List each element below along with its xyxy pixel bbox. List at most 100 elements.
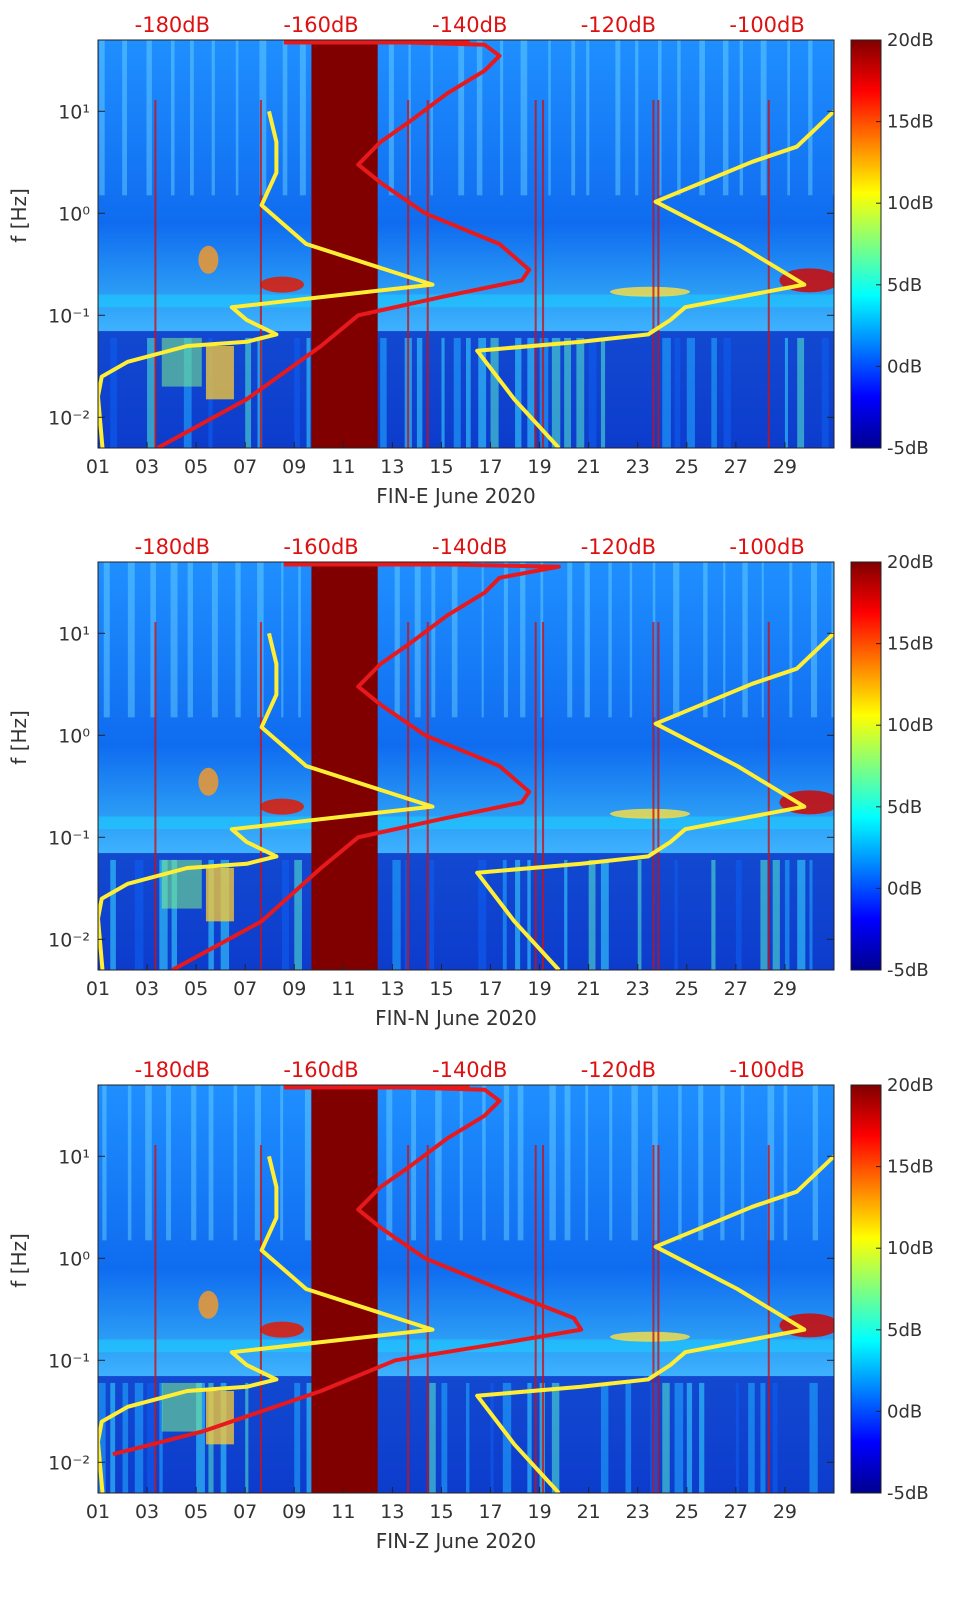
event-spike (534, 1145, 537, 1493)
texture-band (735, 1382, 739, 1493)
top-axis-label: -120dB (581, 535, 656, 559)
texture-band (502, 859, 507, 970)
texture-band (490, 337, 499, 448)
event-spike (652, 622, 655, 970)
texture-streak (235, 562, 241, 718)
energy-patch (205, 346, 234, 400)
event-spike (407, 100, 410, 448)
texture-streak (102, 1085, 107, 1241)
texture-streak (615, 40, 621, 196)
y-tick-label: 10⁻¹ (48, 1350, 90, 1372)
y-tick-label: 10⁰ (58, 1248, 90, 1270)
energy-patch (198, 1290, 219, 1319)
texture-band (588, 337, 597, 448)
texture-band (110, 337, 118, 448)
y-tick-label: 10⁰ (58, 203, 90, 225)
texture-band (429, 1382, 436, 1493)
event-spike (542, 622, 545, 970)
texture-band (662, 337, 671, 448)
x-tick-label: 29 (773, 1501, 797, 1523)
texture-band (625, 1382, 632, 1493)
texture-band (294, 337, 300, 448)
x-tick-label: 27 (724, 1501, 748, 1523)
panel-N: 01 03 05 07 09 11 13 15 17 19 21 23 25 27 29 FIN-N June… (7, 535, 934, 1030)
texture-streak (503, 562, 508, 718)
event-spike (426, 1145, 429, 1493)
texture-streak (298, 562, 301, 718)
x-tick-label: 23 (626, 456, 650, 478)
texture-streak (631, 1085, 638, 1241)
axes-frame (97, 561, 835, 971)
texture-band (98, 1382, 106, 1493)
texture-streak (281, 562, 284, 718)
y-tick-label: 10⁻¹ (48, 305, 90, 327)
curve-yellow-left (98, 110, 435, 448)
texture-band (637, 859, 642, 970)
texture-streak (235, 40, 239, 196)
texture-band (159, 859, 168, 970)
texture-streak (789, 562, 793, 718)
texture-streak (520, 40, 528, 196)
energy-patch (205, 1391, 234, 1445)
colorbar-label: 10dB (887, 193, 934, 214)
texture-streak (299, 40, 306, 196)
x-tick-label: 17 (478, 1501, 502, 1523)
texture-band (110, 1382, 116, 1493)
colorbar-gradient (850, 561, 882, 971)
top-axis-label: -120dB (581, 13, 656, 37)
x-tick-label: 19 (528, 1501, 552, 1523)
texture-streak (166, 1085, 172, 1241)
texture-streak (678, 1085, 682, 1241)
texture-band (245, 337, 252, 448)
colorbar-label: 5dB (887, 275, 922, 296)
texture-band (588, 859, 596, 970)
texture-band (723, 337, 731, 448)
texture-streak (608, 562, 612, 718)
event-spike (154, 100, 157, 448)
x-tick-label: 09 (282, 978, 306, 1000)
x-tick-label: 07 (233, 978, 257, 1000)
y-tick-label: 10¹ (58, 1146, 90, 1168)
texture-streak (170, 40, 175, 196)
x-tick-label: 01 (86, 456, 110, 478)
texture-streak (584, 562, 590, 718)
event-spike (534, 100, 537, 448)
x-tick-label: 15 (429, 978, 453, 1000)
texture-band (183, 337, 192, 448)
texture-streak (482, 1085, 486, 1241)
texture-band (551, 1382, 560, 1493)
x-tick-label: 11 (331, 1501, 355, 1523)
texture-band (600, 859, 609, 970)
y-axis-label: f [Hz] (7, 188, 31, 243)
texture-band (760, 1382, 766, 1493)
texture-band (134, 1382, 144, 1493)
texture-streak (127, 562, 135, 718)
texture-band (294, 859, 302, 970)
energy-patch (198, 245, 219, 274)
texture-streak (187, 562, 193, 718)
texture-streak (567, 562, 573, 718)
texture-band (159, 1382, 163, 1493)
texture-streak (99, 40, 105, 196)
texture-band (686, 1382, 693, 1493)
energy-patch (610, 286, 690, 297)
texture-band (797, 337, 805, 448)
texture-streak (254, 1085, 262, 1241)
x-tick-label: 05 (184, 978, 208, 1000)
texture-streak (586, 40, 590, 196)
energy-patch (260, 276, 304, 293)
event-spike (259, 622, 262, 970)
event-spike (652, 100, 655, 448)
x-tick-label: 19 (528, 456, 552, 478)
texture-band (809, 859, 813, 970)
x-tick-label: 07 (233, 456, 257, 478)
top-axis-label: -140dB (432, 13, 507, 37)
x-tick-label: 13 (380, 456, 404, 478)
x-tick-label: 27 (724, 978, 748, 1000)
texture-band (478, 859, 487, 970)
texture-band (699, 1382, 705, 1493)
colorbar-label: -5dB (887, 960, 929, 981)
texture-band (527, 337, 535, 448)
texture-streak (673, 562, 680, 718)
spectrogram-area (98, 1085, 834, 1493)
